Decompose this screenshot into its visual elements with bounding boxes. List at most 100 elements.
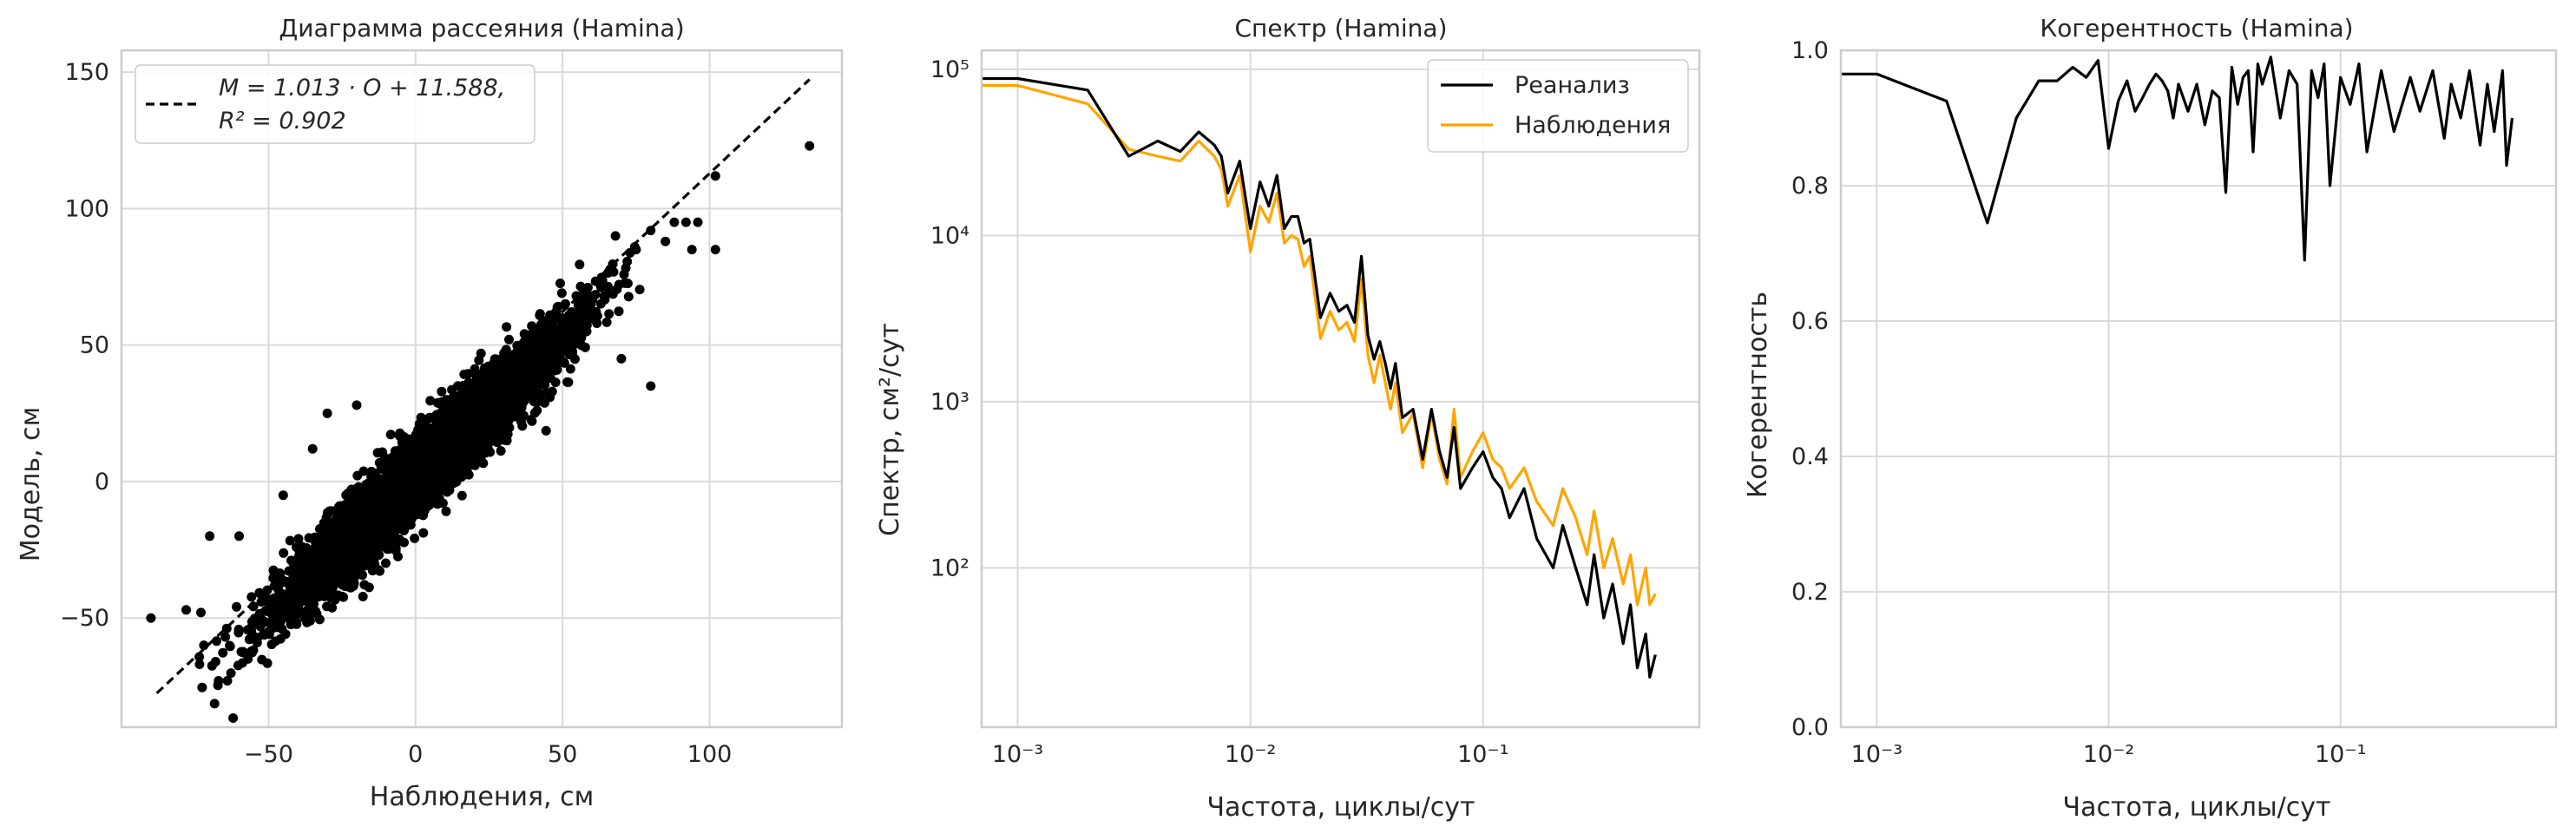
scatter-point <box>412 434 423 444</box>
scatter-point <box>460 458 470 469</box>
scatter-point <box>484 378 495 389</box>
scatter-point <box>338 502 348 512</box>
scatter-point <box>476 348 486 358</box>
scatter-point <box>547 386 557 397</box>
scatter-ylabel: Модель, см <box>16 407 46 562</box>
scatter-point <box>281 576 292 587</box>
y-tick-label: 0 <box>95 469 109 495</box>
scatter-point <box>385 430 396 440</box>
scatter-point <box>437 386 447 397</box>
scatter-point <box>535 311 545 320</box>
scatter-point <box>318 574 328 585</box>
scatter-point <box>194 660 205 669</box>
x-tick-label: −50 <box>244 741 293 768</box>
scatter-point <box>391 518 402 528</box>
scatter-point <box>410 533 420 543</box>
scatter-point <box>262 658 273 668</box>
scatter-point <box>534 344 544 354</box>
scatter-point <box>367 549 378 560</box>
scatter-point <box>328 531 338 541</box>
scatter-point <box>575 259 585 270</box>
scatter-point <box>564 350 575 360</box>
scatter-point <box>209 699 220 709</box>
scatter-point <box>340 564 350 574</box>
scatter-point <box>503 400 514 410</box>
scatter-point <box>556 288 567 299</box>
scatter-point <box>328 548 338 558</box>
scatter-point <box>496 446 506 456</box>
scatter-point <box>558 338 568 348</box>
scatter-point <box>614 279 624 290</box>
scatter-point <box>360 541 371 551</box>
scatter-point <box>383 456 393 465</box>
scatter-point <box>312 608 322 619</box>
scatter-point <box>328 582 338 593</box>
scatter-point <box>246 592 257 602</box>
scatter-point <box>306 561 317 571</box>
scatter-point <box>541 351 551 361</box>
scatter-point <box>516 417 526 427</box>
scatter-point <box>385 475 395 485</box>
scatter-point <box>502 322 512 332</box>
scatter-point <box>384 518 394 528</box>
scatter-point <box>269 622 279 633</box>
scatter-point <box>292 591 301 601</box>
scatter-point <box>459 369 470 379</box>
scatter-point <box>304 533 314 543</box>
scatter-point <box>374 488 384 498</box>
scatter-point <box>212 636 221 646</box>
scatter-point <box>408 486 418 495</box>
scatter-point <box>431 418 442 429</box>
scatter-point <box>576 340 587 351</box>
scatter-point <box>319 538 329 548</box>
scatter-point <box>597 275 608 285</box>
scatter-point <box>413 509 423 520</box>
scatter-point <box>418 528 429 538</box>
scatter-point <box>401 480 411 490</box>
scatter-point <box>517 350 527 360</box>
scatter-point <box>286 615 295 626</box>
y-tick-label: −50 <box>60 605 109 632</box>
scatter-point <box>527 329 537 339</box>
scatter-point <box>614 306 624 317</box>
scatter-point <box>442 474 452 484</box>
scatter-point <box>322 601 332 612</box>
scatter-point <box>325 518 335 528</box>
scatter-point <box>504 334 514 345</box>
scatter-point <box>584 305 595 316</box>
scatter-point <box>519 329 529 339</box>
scatter-point <box>312 582 322 592</box>
scatter-point <box>621 263 631 273</box>
scatter-point <box>363 533 373 543</box>
scatter-point <box>444 462 454 472</box>
scatter-point <box>367 566 378 576</box>
scatter-point <box>563 377 574 387</box>
scatter-point <box>401 437 411 448</box>
scatter-point <box>473 407 483 417</box>
scatter-point <box>334 577 345 587</box>
scatter-point <box>307 592 317 602</box>
scatter-point <box>293 534 304 544</box>
scatter-point <box>457 384 467 394</box>
scatter-point <box>358 570 367 581</box>
scatter-panel: Диаграмма рассеяния (Hamina) Наблюдения,… <box>16 14 844 812</box>
scatter-point <box>434 398 444 409</box>
scatter-point <box>450 403 461 413</box>
scatter-point <box>275 590 286 600</box>
x-tick-label: 0 <box>408 741 423 768</box>
scatter-point <box>534 388 544 398</box>
scatter-point <box>529 357 540 367</box>
scatter-point <box>491 417 502 428</box>
scatter-point <box>623 292 634 302</box>
scatter-point <box>545 373 555 383</box>
scatter-point <box>358 466 369 476</box>
scatter-point <box>467 389 477 399</box>
scatter-point <box>398 493 409 503</box>
scatter-point <box>339 549 350 560</box>
scatter-point <box>425 413 436 423</box>
x-tick-label: 100 <box>687 741 733 768</box>
scatter-point <box>277 624 287 634</box>
scatter-point <box>252 638 262 647</box>
scatter-point <box>467 450 477 461</box>
